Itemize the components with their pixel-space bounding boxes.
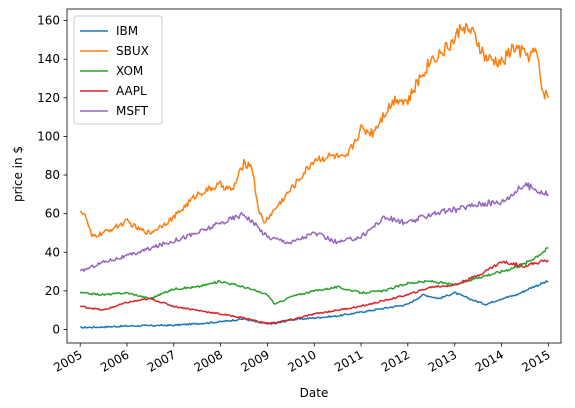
y-tick-label: 140 — [37, 52, 60, 66]
series-layer — [79, 22, 550, 329]
y-tick-label: 20 — [45, 284, 60, 298]
legend-label-xom: XOM — [116, 64, 143, 78]
legend: IBM SBUX XOM AAPL MSFT — [73, 15, 163, 125]
legend-label-msft: MSFT — [116, 104, 149, 118]
series-line-ibm — [80, 280, 549, 329]
series-line-msft — [79, 182, 549, 273]
y-axis-label: price in $ — [11, 146, 25, 202]
y-tick-label: 120 — [37, 91, 60, 105]
y-tick-label: 0 — [52, 322, 60, 336]
legend-label-ibm: IBM — [116, 24, 138, 38]
y-tick-label: 160 — [37, 14, 60, 28]
legend-box — [73, 15, 163, 125]
y-tick-label: 100 — [37, 129, 60, 143]
legend-label-aapl: AAPL — [116, 84, 147, 98]
y-tick-label: 40 — [45, 245, 60, 259]
legend-label-sbux: SBUX — [116, 44, 149, 58]
series-line-xom — [79, 247, 549, 305]
series-line-aapl — [79, 259, 549, 325]
x-axis-label: Date — [300, 386, 329, 400]
series-line-sbux — [79, 22, 550, 238]
y-tick-label: 80 — [45, 168, 60, 182]
y-tick-label: 60 — [45, 207, 60, 221]
